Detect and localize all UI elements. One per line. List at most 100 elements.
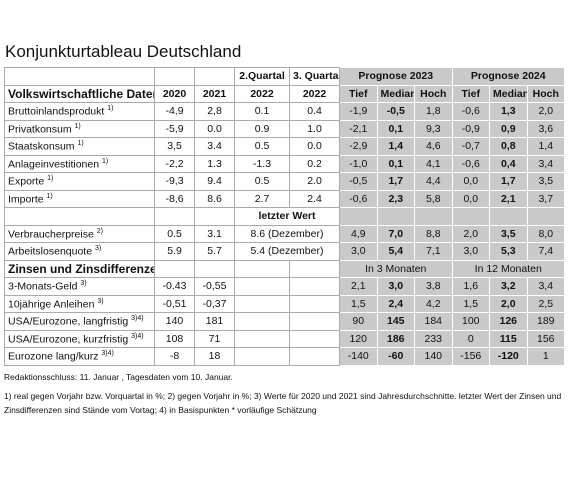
- footnote-marker: 1): [46, 192, 53, 200]
- header-cell: Prognose 2024: [451, 67, 565, 86]
- label-text: Exporte: [8, 175, 45, 188]
- cell: 2,0: [451, 224, 490, 243]
- cell: [234, 259, 290, 278]
- title: Konjunkturtableau Deutschland: [5, 42, 242, 61]
- cell: 2,0: [526, 102, 565, 121]
- row-label: Exporte 1): [4, 172, 155, 191]
- cell: [234, 347, 290, 366]
- footnote-marker: 3)4): [101, 350, 114, 357]
- cell: 0.5: [154, 224, 195, 243]
- cell: 8,8: [414, 224, 453, 243]
- cell: 0.0: [194, 119, 235, 138]
- row-label: Verbraucherpreise 2): [4, 224, 155, 243]
- cell: 9,3: [414, 119, 453, 138]
- cell: 2,1: [339, 277, 378, 296]
- cell: 4,1: [414, 154, 453, 173]
- table-row: 3-Monats-Geld 3) -0.43 -0,55 2,1 3,0 3,8 1,6 3,…: [4, 277, 565, 296]
- column-header: Median: [376, 84, 415, 103]
- footnote-marker: 3): [80, 280, 87, 287]
- cell: -2,1: [339, 119, 378, 138]
- cell: 7,4: [526, 242, 565, 261]
- cell: -0,37: [194, 294, 235, 313]
- cell: 7,0: [376, 224, 415, 243]
- cell: 145: [376, 312, 415, 331]
- label-text: USA/Eurozone, langfristig: [8, 315, 129, 328]
- cell: 0.0: [289, 137, 340, 156]
- cell: -0,5: [376, 102, 415, 121]
- cell: 3,4: [526, 154, 565, 173]
- cell: 0,1: [376, 119, 415, 138]
- cell: 108: [154, 329, 195, 348]
- cell: 9.4: [194, 172, 235, 191]
- table-row: 2.Quartal 3. Quartal Prognose 2023 Prognose…: [4, 67, 565, 86]
- cell: [526, 207, 565, 226]
- table-row: letzter Wert: [4, 207, 565, 226]
- row-label: Privatkonsum 1): [4, 119, 155, 138]
- cell: 3,0: [339, 242, 378, 261]
- footnote-marker: 1): [74, 122, 81, 130]
- cell: 0,8: [489, 137, 528, 156]
- section-header: Volkswirtschaftliche Daten: [4, 84, 155, 103]
- cell: 1: [526, 347, 565, 366]
- label-text: 3-Monats-Geld: [8, 280, 78, 293]
- label-text: Verbraucherpreise: [8, 228, 94, 240]
- footnote-marker: 1): [77, 140, 84, 147]
- table: 2.Quartal 3. Quartal Prognose 2023 Prognose…: [4, 67, 565, 366]
- cell: 0.5: [234, 172, 290, 191]
- header-cell: 3. Quartal: [289, 67, 340, 86]
- header-cell: In 3 Monaten: [339, 259, 453, 278]
- cell: -9,3: [154, 172, 195, 191]
- cell: 1,4: [526, 137, 565, 156]
- table-row: Importe 1) -8,6 8.6 2.7 2.4 -0,6 2,3 5,8 0,0 2,1 3…: [4, 189, 565, 208]
- cell: 5,3: [489, 242, 528, 261]
- cell: 3,0: [451, 242, 490, 261]
- cell: -0,51: [154, 294, 195, 313]
- cell: 0,0: [451, 172, 490, 191]
- cell: [289, 277, 340, 296]
- table-row: 10jährige Anleihen 3) -0,51 -0,37 1,5 2,4 4,2…: [4, 294, 565, 313]
- cell: 3,5: [526, 172, 565, 191]
- cell: 3.4: [194, 137, 235, 156]
- cell: 1,5: [339, 294, 378, 313]
- table-row: Exporte 1) -9,3 9.4 0.5 2.0 -0,5 1,7 4,4 0,0 1,7 3…: [4, 172, 565, 191]
- cell: 3,8: [414, 277, 453, 296]
- table-row: Anlageinvestitionen 1) -2,2 1.3 -1.3 0.2 -1,0…: [4, 154, 565, 173]
- cell: -60: [376, 347, 415, 366]
- cell: -0,7: [451, 137, 490, 156]
- footnote-marker: 3)4): [131, 332, 144, 340]
- cell: -0,5: [339, 172, 378, 191]
- cell: [154, 259, 195, 278]
- cell: 2,1: [489, 189, 528, 208]
- cell: 4,2: [414, 294, 453, 313]
- cell: -2,9: [339, 137, 378, 156]
- cell: [289, 294, 340, 313]
- column-header: 2020: [154, 84, 195, 103]
- row-label: Eurozone lang/kurz 3)4): [4, 347, 155, 366]
- cell: 2,8: [194, 102, 235, 121]
- cell: 0: [451, 329, 490, 348]
- cell: 5.4 (Dezember): [234, 242, 340, 261]
- cell: [451, 207, 490, 226]
- cell: -1,9: [339, 102, 378, 121]
- notes: 1) real gegen Vorjahr bzw. Vorquartal in…: [4, 391, 562, 415]
- table-row: Bruttoinlandsprodukt 1) -4,9 2,8 0.1 0.4 -1,9…: [4, 102, 565, 121]
- footnote-marker: 3): [97, 297, 104, 305]
- cell: [234, 277, 290, 296]
- footer: Redaktionsschluss: 11. Januar , Tagesdat…: [4, 370, 564, 422]
- row-label: 3-Monats-Geld 3): [4, 277, 155, 296]
- cell: 120: [339, 329, 378, 348]
- cell: -0,55: [194, 277, 235, 296]
- cell: 1,7: [376, 172, 415, 191]
- label-text: 10jährige Anleihen: [8, 298, 95, 310]
- row-label: Anlageinvestitionen 1): [4, 154, 155, 173]
- cell: [289, 329, 340, 348]
- cell: 1,6: [451, 277, 490, 296]
- footnote-marker: 1): [107, 105, 114, 112]
- label-text: Anlageinvestitionen: [8, 158, 100, 170]
- row-label: Staatskonsum 1): [4, 137, 155, 156]
- label-text: Staatskonsum: [8, 140, 75, 153]
- row-label: USA/Eurozone, kurzfristig 3)4): [4, 329, 155, 348]
- cell: -1.3: [234, 154, 290, 173]
- label-text: Eurozone lang/kurz: [8, 350, 99, 363]
- table-row: USA/Eurozone, kurzfristig 3)4) 108 71 120 18…: [4, 329, 565, 348]
